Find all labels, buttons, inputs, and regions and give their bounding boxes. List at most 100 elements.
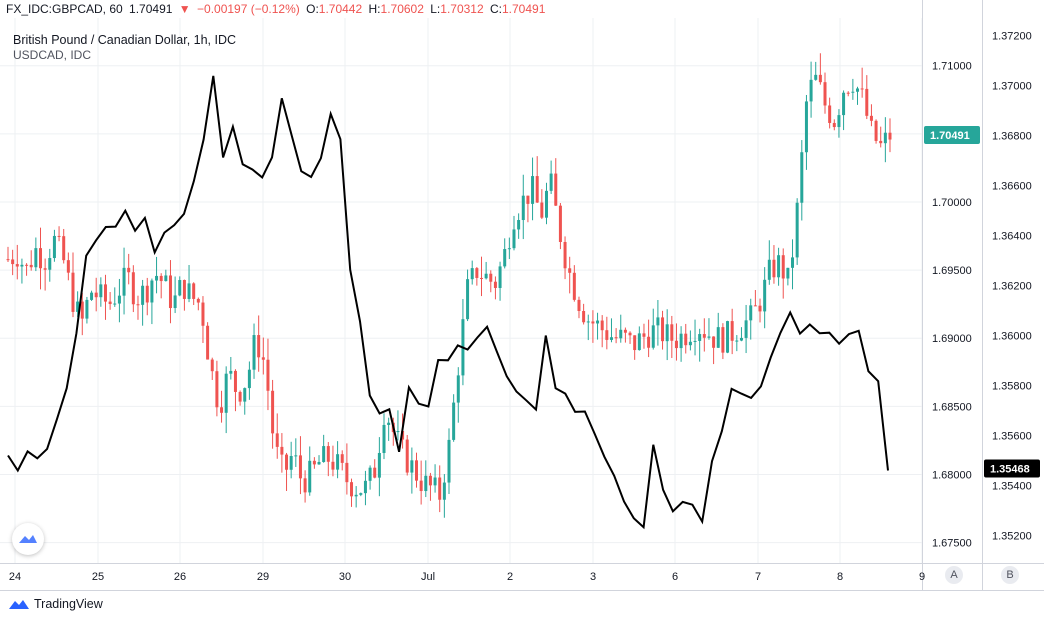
- candle-body: [484, 273, 488, 279]
- candle-body: [526, 195, 530, 204]
- candle-body: [730, 321, 734, 341]
- candle-body: [331, 461, 335, 470]
- candle-body: [781, 255, 785, 279]
- symbol-title[interactable]: FX_IDC:GBPCAD, 60: [6, 2, 123, 16]
- left-axis-tick-label: 1.69000: [932, 333, 972, 345]
- tradingview-brand[interactable]: TradingView: [8, 597, 103, 611]
- candle-body: [229, 370, 233, 374]
- scale-a-button[interactable]: A: [945, 566, 963, 584]
- candle-body: [702, 334, 706, 338]
- candle-body: [772, 259, 776, 278]
- candle-body: [164, 275, 168, 282]
- right-axis-tick-label: 1.36200: [992, 281, 1032, 293]
- candle-body: [80, 301, 84, 319]
- candle-body: [410, 460, 414, 473]
- candle-body: [76, 301, 80, 312]
- candle-body: [117, 295, 121, 304]
- candle-body: [103, 284, 107, 302]
- candle-body: [456, 375, 460, 403]
- candle-body: [577, 299, 581, 311]
- candle-body: [670, 324, 674, 341]
- candle-body: [846, 92, 850, 94]
- right-axis-tick-label: 1.36800: [992, 131, 1032, 143]
- brand-label: TradingView: [34, 597, 103, 611]
- left-axis-tick-label: 1.68500: [932, 401, 972, 413]
- candle-body: [363, 480, 367, 494]
- candle-body: [814, 74, 818, 80]
- main-series-legend[interactable]: British Pound / Canadian Dollar, 1h, IDC: [13, 33, 237, 47]
- candle-body: [712, 336, 716, 348]
- candle-body: [52, 235, 56, 259]
- candle-body: [38, 248, 42, 269]
- left-axis-tick-label: 1.71000: [932, 61, 972, 73]
- candle-body: [155, 275, 159, 281]
- right-axis-tick-label: 1.35800: [992, 381, 1032, 393]
- candle-body: [266, 359, 270, 391]
- candle-body: [582, 310, 586, 323]
- time-axis-tick-label: 29: [257, 571, 269, 583]
- candle-body: [136, 304, 140, 306]
- candle-body: [883, 132, 887, 144]
- candle-body: [493, 281, 497, 288]
- candle-body: [350, 482, 354, 497]
- candle-body: [210, 359, 214, 372]
- tradingview-logo-icon: [9, 600, 29, 609]
- candle-body: [633, 335, 637, 351]
- candle-body: [498, 266, 502, 288]
- candle-body: [661, 317, 665, 342]
- candle-body: [224, 373, 228, 413]
- candle-body: [860, 88, 864, 90]
- candle-body: [308, 460, 312, 493]
- candle-body: [452, 402, 456, 440]
- candle-body: [285, 454, 289, 470]
- candle-body: [415, 460, 419, 481]
- candle-body: [85, 299, 89, 319]
- candle-body: [168, 275, 172, 309]
- candle-body: [271, 390, 275, 434]
- candle-body: [739, 337, 743, 341]
- candle-body: [503, 249, 507, 267]
- candle-body: [90, 292, 94, 300]
- candle-body: [568, 268, 572, 273]
- candle-body: [233, 370, 237, 392]
- last-price-marker: [924, 126, 980, 145]
- candle-body: [693, 340, 697, 342]
- candlestick-series: [6, 53, 892, 518]
- left-axis-tick-label: 1.68000: [932, 469, 972, 481]
- candle-body: [684, 333, 688, 346]
- candle-body: [359, 493, 363, 495]
- chart-axes: 1.67500 1.68000 1.68500 1.69000 1.69500 1.700…: [0, 0, 1044, 591]
- compare-last-marker: [984, 459, 1040, 478]
- candle-body: [294, 455, 298, 457]
- tradingview-logo-icon[interactable]: [12, 523, 44, 555]
- candle-body: [549, 173, 553, 191]
- candle-body: [586, 321, 590, 323]
- candle-body: [438, 477, 442, 500]
- candle-body: [201, 302, 205, 326]
- candle-body: [261, 357, 265, 360]
- symbol-header: FX_IDC:GBPCAD, 60 1.70491 ▼ −0.00197 (−0…: [6, 2, 548, 16]
- right-axis-tick-label: 1.37200: [992, 31, 1032, 43]
- compare-series-legend[interactable]: USDCAD, IDC: [13, 48, 92, 62]
- candle-body: [726, 321, 730, 353]
- low-value: 1.70312: [440, 2, 484, 16]
- last-price: 1.70491: [129, 2, 173, 16]
- candle-body: [512, 229, 516, 249]
- candle-body: [220, 407, 224, 413]
- candle-body: [247, 369, 251, 389]
- scale-b-button[interactable]: B: [1001, 566, 1019, 584]
- candle-body: [99, 284, 103, 298]
- candle-body: [647, 336, 651, 348]
- candle-body: [507, 248, 511, 250]
- candle-body: [791, 257, 795, 268]
- candle-body: [373, 467, 377, 478]
- candle-body: [382, 424, 386, 453]
- candle-body: [159, 275, 163, 282]
- candle-body: [716, 327, 720, 348]
- candle-body: [326, 446, 330, 462]
- candle-body: [303, 478, 307, 493]
- candle-body: [609, 337, 613, 340]
- candle-body: [698, 334, 702, 341]
- time-axis-tick-label: 8: [837, 571, 843, 583]
